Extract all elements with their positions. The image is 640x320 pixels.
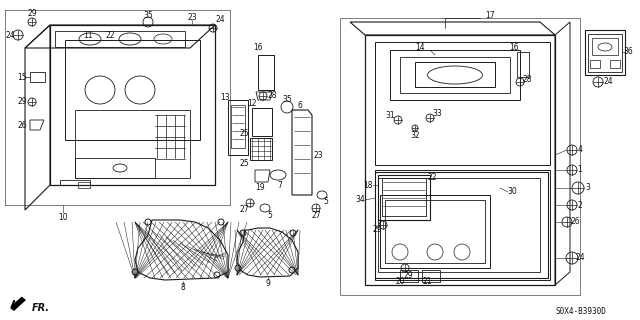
Text: 24: 24: [5, 30, 15, 39]
Text: 36: 36: [623, 47, 633, 57]
Text: 21: 21: [422, 277, 432, 286]
Polygon shape: [10, 297, 26, 311]
Text: 28: 28: [268, 92, 276, 100]
Text: 33: 33: [432, 108, 442, 117]
Text: 5: 5: [268, 211, 273, 220]
Text: 17: 17: [485, 11, 495, 20]
Text: 27: 27: [311, 211, 321, 220]
Text: 25: 25: [239, 158, 249, 167]
Bar: [258, 55, 274, 90]
Text: 7: 7: [278, 180, 282, 189]
Text: S0X4-B3930D: S0X4-B3930D: [555, 308, 606, 316]
Text: 23: 23: [313, 150, 323, 159]
Bar: [400, 270, 418, 282]
Bar: [252, 108, 272, 136]
Text: 29: 29: [17, 98, 27, 107]
Text: 24: 24: [575, 253, 585, 262]
Text: 16: 16: [509, 44, 519, 52]
Text: 12: 12: [247, 100, 257, 108]
Text: 35: 35: [282, 95, 292, 105]
Text: 3: 3: [586, 183, 591, 193]
Text: 10: 10: [58, 213, 68, 222]
Text: 8: 8: [180, 284, 186, 292]
Text: 18: 18: [364, 180, 372, 189]
Text: 23: 23: [187, 12, 197, 21]
Text: 25: 25: [239, 130, 249, 139]
Text: 32: 32: [410, 131, 420, 140]
Text: 22: 22: [428, 173, 436, 182]
Text: 22: 22: [105, 30, 115, 39]
Text: 1: 1: [578, 165, 582, 174]
Bar: [517, 52, 529, 77]
Text: 11: 11: [83, 30, 93, 39]
Text: 2: 2: [578, 201, 582, 210]
Text: 5: 5: [324, 197, 328, 206]
Text: 20: 20: [395, 277, 405, 286]
Text: 28: 28: [522, 75, 532, 84]
Text: 34: 34: [355, 196, 365, 204]
Text: 24: 24: [215, 15, 225, 25]
Text: 9: 9: [266, 278, 271, 287]
Text: 30: 30: [507, 188, 517, 196]
Text: 16: 16: [253, 44, 263, 52]
Text: 14: 14: [415, 44, 425, 52]
Text: 19: 19: [255, 183, 265, 193]
Bar: [250, 138, 272, 160]
Text: 29: 29: [27, 10, 37, 19]
Text: 6: 6: [298, 100, 303, 109]
Text: 27: 27: [239, 205, 249, 214]
Text: 15: 15: [17, 73, 27, 82]
Text: 35: 35: [143, 12, 153, 20]
Text: FR.: FR.: [32, 303, 50, 313]
Text: 4: 4: [577, 146, 582, 155]
Text: 29: 29: [372, 226, 382, 235]
Text: 26: 26: [570, 218, 580, 227]
Text: 29: 29: [403, 270, 413, 279]
Text: 24: 24: [603, 77, 613, 86]
Bar: [422, 270, 440, 282]
Text: 26: 26: [17, 121, 27, 130]
Text: 31: 31: [385, 110, 395, 119]
Text: 13: 13: [220, 92, 230, 101]
